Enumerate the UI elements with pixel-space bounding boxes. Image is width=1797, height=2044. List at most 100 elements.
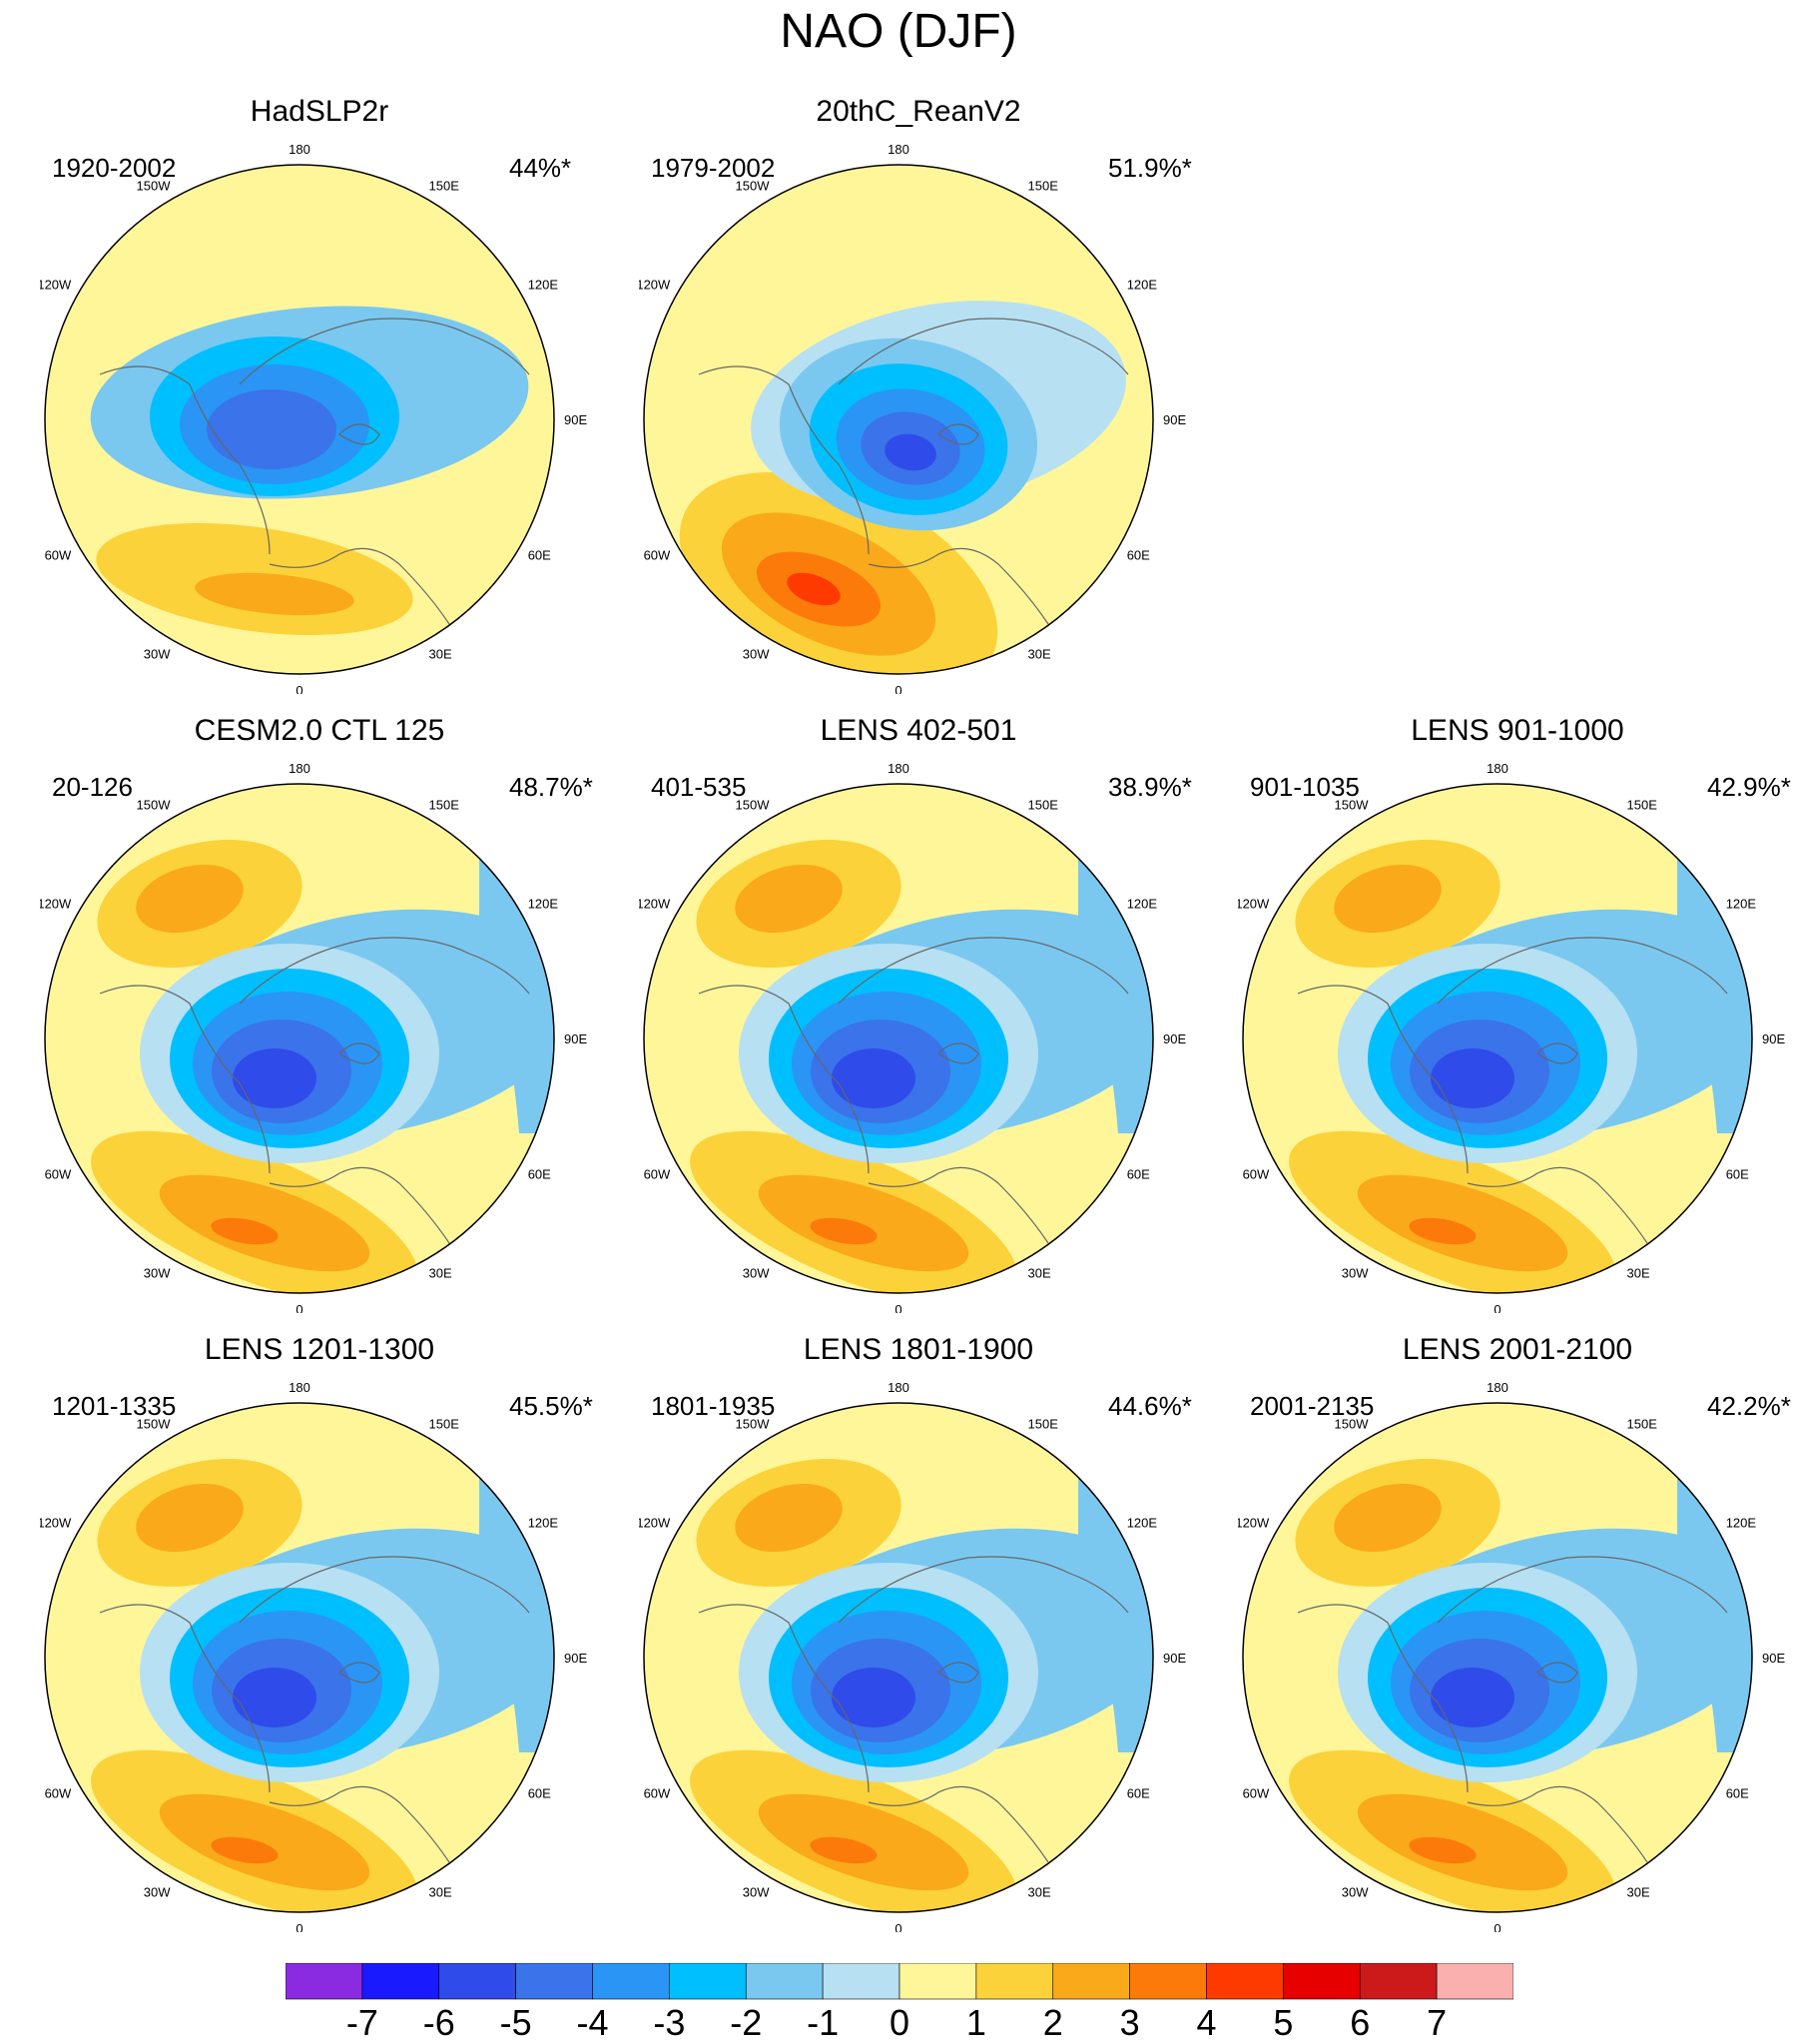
colorbar-tick-label: -6	[422, 2002, 455, 2043]
longitude-label: 120W	[40, 1516, 72, 1531]
longitude-label: 0	[296, 1921, 302, 1932]
longitude-label: 30E	[1627, 1885, 1650, 1900]
longitude-label: 180	[1487, 1380, 1508, 1395]
longitude-label: 30E	[1028, 1266, 1051, 1281]
longitude-label: 150W	[736, 178, 771, 193]
longitude-label: 180	[888, 1380, 909, 1395]
longitude-label: 120E	[1127, 897, 1158, 912]
colorbar-swatch	[975, 1963, 1054, 2000]
colorbar-swatch	[361, 1963, 440, 2000]
map-border	[44, 164, 555, 675]
longitude-label: 120W	[639, 1516, 671, 1531]
panel-variance: 45.5%*	[509, 1391, 593, 1421]
coastline	[1536, 1662, 1578, 1684]
longitude-label: 180	[1487, 761, 1508, 776]
longitude-label: 180	[289, 142, 310, 157]
coastline	[937, 1662, 979, 1684]
panel-years: 20-126	[52, 772, 133, 802]
pacific-positive-anomaly	[735, 1483, 843, 1553]
pacific-positive-anomaly	[136, 1483, 244, 1553]
longitude-label: 60W	[1243, 1786, 1270, 1801]
longitude-label: 180	[289, 1380, 310, 1395]
longitude-label: 150E	[1028, 797, 1059, 812]
coastline	[99, 985, 271, 1174]
panel-years: 1979-2002	[651, 153, 776, 183]
longitude-label: 60W	[45, 1167, 72, 1182]
coastline	[239, 1556, 530, 1624]
icelandic-low-core	[1431, 1668, 1514, 1727]
longitude-label: 180	[888, 761, 909, 776]
page-title: NAO (DJF)	[780, 5, 1017, 58]
panel-title: LENS 901-1000	[1411, 714, 1624, 747]
longitude-label: 0	[1494, 1921, 1500, 1932]
coastline	[838, 318, 1129, 385]
map-border	[643, 783, 1154, 1294]
colorbar-swatch	[438, 1963, 516, 2000]
colorbar-tick-label: 4	[1196, 2002, 1217, 2043]
atlantic-positive-core	[1409, 1217, 1477, 1245]
longitude-label: 60W	[644, 548, 671, 563]
longitude-label: 30W	[1342, 1266, 1369, 1281]
colorbar-tick-label: 2	[1042, 2002, 1063, 2043]
panel-years: 1201-1335	[52, 1391, 177, 1421]
longitude-label: 120W	[639, 897, 671, 912]
coastline	[698, 1604, 870, 1793]
longitude-label: 30W	[1342, 1885, 1369, 1900]
longitude-label: 180	[888, 142, 909, 157]
longitude-label: 30E	[1627, 1266, 1650, 1281]
panel-variance: 44%*	[509, 153, 572, 183]
longitude-label: 150W	[137, 797, 172, 812]
polar-map: 180150E120E90E60E30E030W60W90W120W150W	[40, 142, 587, 694]
panel-title: LENS 1801-1900	[803, 1333, 1034, 1366]
longitude-label: 120E	[1127, 278, 1158, 293]
longitude-label: 30E	[1028, 647, 1051, 662]
coastline	[1437, 937, 1728, 1005]
coastline	[698, 365, 870, 555]
panel-title: LENS 402-501	[820, 714, 1017, 747]
icelandic-low-core	[832, 1668, 915, 1727]
colorbar-swatch	[822, 1963, 900, 2000]
longitude-label: 0	[895, 1921, 901, 1932]
icelandic-low-core	[832, 1048, 915, 1108]
map-border	[1242, 783, 1753, 1294]
colorbar-swatch	[286, 1963, 363, 2000]
panel-years: 901-1035	[1250, 772, 1360, 802]
colorbar-swatch	[1206, 1963, 1284, 2000]
icelandic-low-core	[233, 1048, 316, 1108]
colorbar-swatch	[1052, 1963, 1130, 2000]
atlantic-positive-anomaly	[1357, 1793, 1568, 1891]
coastline	[269, 547, 450, 625]
colorbar-tick-label: 7	[1427, 2002, 1448, 2043]
longitude-label: 60W	[644, 1167, 671, 1182]
colorbar-tick-label: -3	[653, 2002, 686, 2043]
panel-title: LENS 2001-2100	[1402, 1333, 1633, 1366]
pacific-positive-anomaly	[1334, 1483, 1442, 1553]
longitude-label: 30E	[1028, 1885, 1051, 1900]
longitude-label: 150W	[736, 1416, 771, 1431]
colorbar-tick-label: -2	[730, 2002, 763, 2043]
longitude-label: 150E	[1028, 178, 1059, 193]
longitude-label: 150W	[1335, 1416, 1370, 1431]
longitude-label: 150W	[137, 178, 172, 193]
coastline	[937, 1042, 979, 1064]
coastline	[99, 365, 271, 555]
longitude-label: 120E	[528, 1516, 559, 1531]
longitude-label: 150E	[1627, 1416, 1658, 1431]
colorbar-tick-label: 3	[1119, 2002, 1140, 2043]
coastline	[338, 1662, 380, 1684]
colorbar-tick-label: 0	[889, 2002, 910, 2043]
longitude-label: 150E	[429, 797, 460, 812]
longitude-label: 150E	[1028, 1416, 1059, 1431]
atlantic-positive-anomaly	[159, 1174, 370, 1272]
polar-map: 180150E120E90E60E30E030W60W90W120W150W	[639, 761, 1186, 1313]
longitude-label: 120E	[1726, 1516, 1757, 1531]
atlantic-positive-core	[810, 1217, 878, 1245]
colorbar-swatch	[745, 1963, 824, 2000]
coastline	[99, 1604, 271, 1793]
longitude-label: 150W	[736, 797, 771, 812]
icelandic-low-core	[885, 433, 936, 471]
longitude-label: 120W	[1238, 897, 1270, 912]
atlantic-positive-core	[211, 1217, 279, 1245]
longitude-label: 120E	[528, 897, 559, 912]
